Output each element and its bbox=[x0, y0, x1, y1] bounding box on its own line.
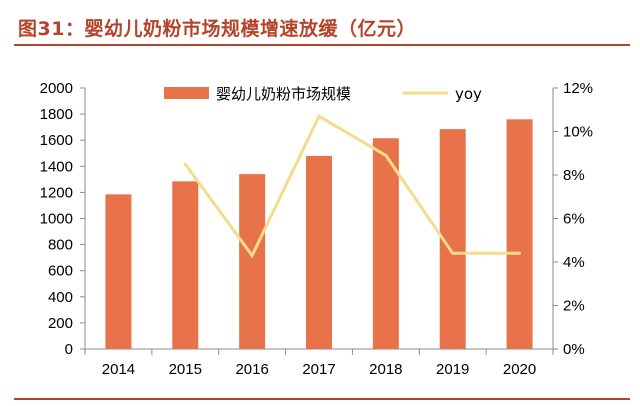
point-yoy bbox=[317, 114, 321, 118]
y-tick-left-label: 1200 bbox=[40, 184, 73, 201]
x-tick-label: 2015 bbox=[169, 361, 202, 378]
legend-bar-swatch bbox=[164, 87, 209, 99]
y-tick-left-label: 1600 bbox=[40, 132, 73, 149]
y-tick-left-label: 1400 bbox=[40, 158, 73, 175]
bottom-rule bbox=[14, 398, 630, 400]
y-tick-left-label: 200 bbox=[48, 315, 73, 332]
y-tick-right-label: 8% bbox=[563, 167, 585, 184]
x-tick-label: 2018 bbox=[369, 361, 402, 378]
point-yoy bbox=[183, 162, 187, 166]
x-tick-label: 2019 bbox=[436, 361, 469, 378]
y-tick-left-label: 1800 bbox=[40, 106, 73, 123]
y-tick-left-label: 800 bbox=[48, 237, 73, 254]
bar-market-size bbox=[306, 155, 332, 349]
y-tick-right-label: 10% bbox=[563, 124, 593, 141]
figure-title: 图31：婴幼儿奶粉市场规模增速放缓（亿元） bbox=[18, 18, 416, 40]
y-tick-left-label: 1000 bbox=[40, 211, 73, 228]
figure-header: 图31：婴幼儿奶粉市场规模增速放缓（亿元） bbox=[0, 0, 640, 46]
y-tick-right-label: 2% bbox=[563, 298, 585, 315]
x-tick-label: 2017 bbox=[302, 361, 335, 378]
x-tick-label: 2014 bbox=[102, 361, 135, 378]
y-tick-right-label: 4% bbox=[563, 254, 585, 271]
x-tick-label: 2016 bbox=[235, 361, 268, 378]
y-tick-left-label: 0 bbox=[65, 341, 73, 358]
y-tick-left-label: 600 bbox=[48, 263, 73, 280]
legend-bar-label: 婴幼儿奶粉市场规模 bbox=[216, 85, 351, 103]
point-yoy bbox=[250, 253, 254, 257]
bar-market-size bbox=[506, 119, 533, 349]
bar-market-size bbox=[372, 138, 399, 349]
point-yoy bbox=[384, 153, 388, 157]
title-rule bbox=[14, 44, 630, 46]
point-yoy bbox=[518, 251, 522, 255]
x-tick-label: 2020 bbox=[503, 361, 536, 378]
point-yoy bbox=[451, 251, 455, 255]
y-tick-left-label: 400 bbox=[48, 289, 73, 306]
bar-market-size bbox=[239, 174, 266, 349]
y-tick-right-label: 6% bbox=[563, 211, 585, 228]
y-tick-right-label: 12% bbox=[563, 80, 593, 97]
line-yoy bbox=[184, 114, 520, 259]
y-tick-left-label: 2000 bbox=[40, 80, 73, 97]
bar-market-size bbox=[172, 181, 199, 349]
y-tick-right-label: 0% bbox=[563, 341, 585, 358]
legend-line-label: yoy bbox=[455, 85, 482, 103]
bar-market-size bbox=[105, 194, 132, 349]
